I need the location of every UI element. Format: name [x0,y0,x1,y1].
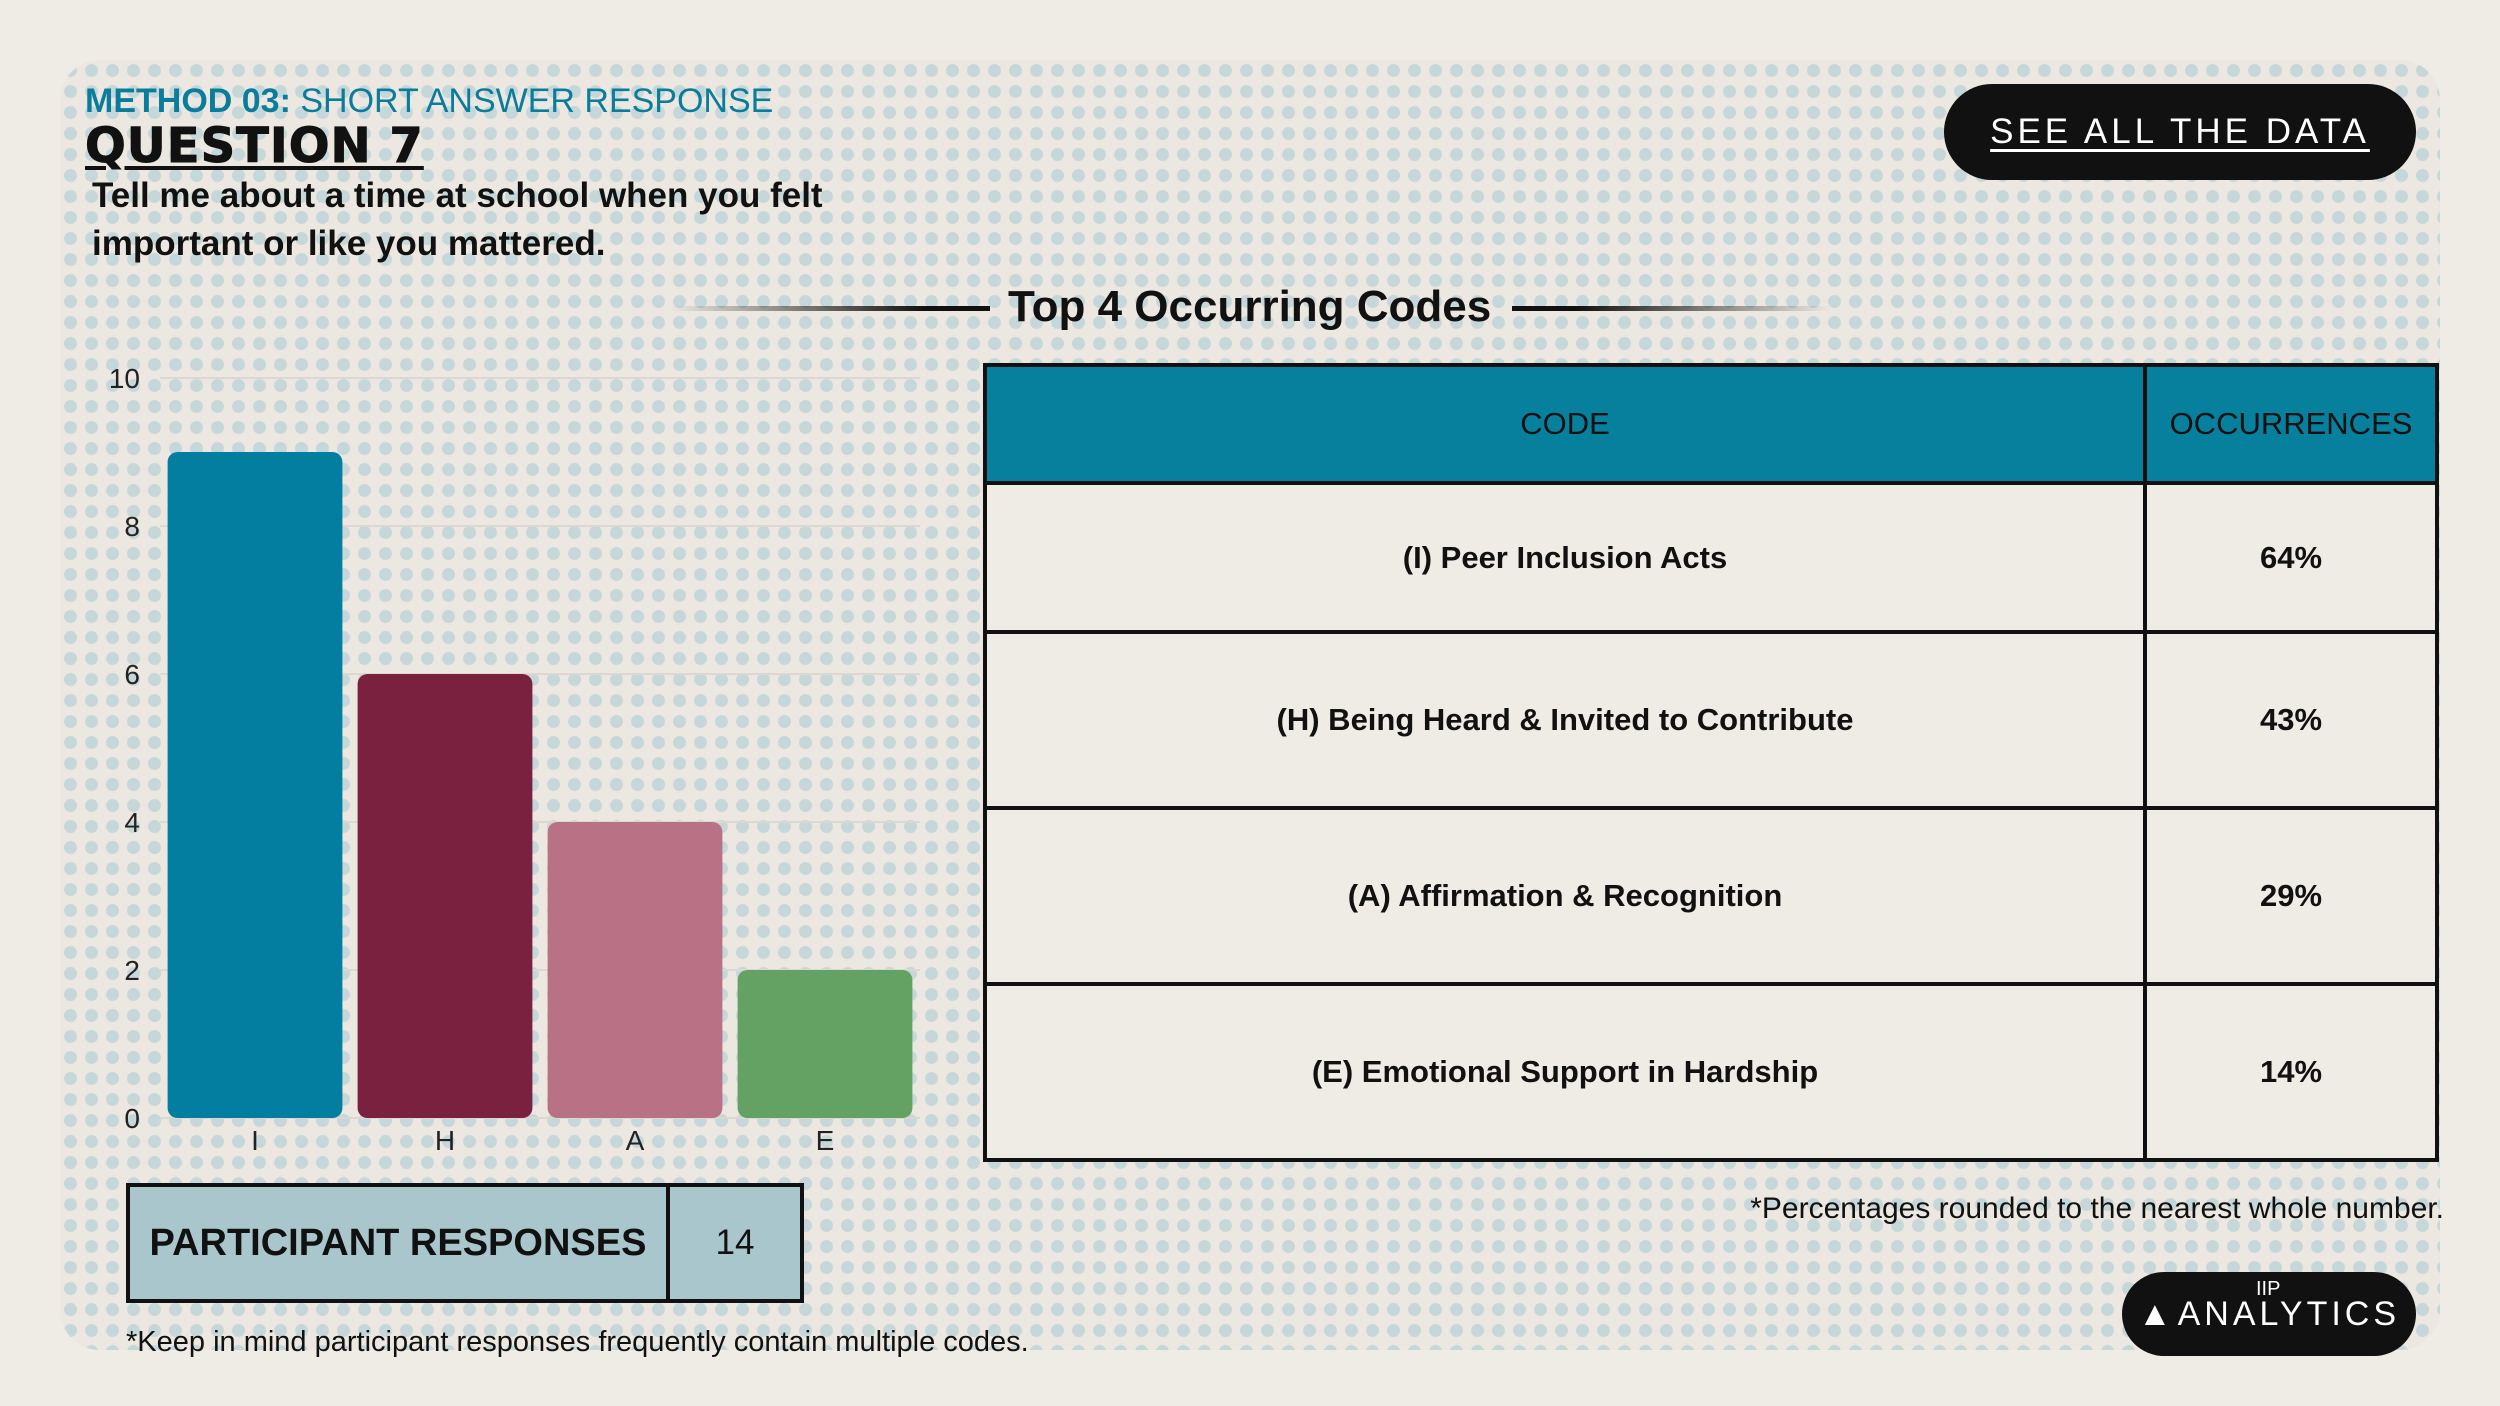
question-title: QUESTION 7 [85,118,424,175]
y-tick-label: 2 [124,955,140,986]
participant-responses-label: PARTICIPANT RESPONSES [130,1187,670,1299]
bar [547,822,723,1118]
code-cell: (A) Affirmation & Recognition [983,806,2147,986]
codes-table: CODE OCCURRENCES (I) Peer Inclusion Acts… [983,363,2439,1162]
multiple-codes-note: *Keep in mind participant responses freq… [126,1326,1029,1358]
logo-text: ANALYTICS [2177,1294,2401,1333]
y-tick-label: 4 [124,807,140,838]
occurrence-cell: 14% [2143,982,2439,1162]
table-row: (E) Emotional Support in Hardship 14% [983,982,2439,1162]
table-header-code: CODE [983,363,2147,485]
x-tick-label: E [816,1125,835,1156]
title-divider-right [1512,306,1832,311]
bar [167,452,343,1118]
bar [737,970,913,1118]
table-row: (A) Affirmation & Recognition 29% [983,806,2439,986]
x-tick-label: A [626,1125,645,1156]
section-title: Top 4 Occurring Codes [1008,282,1492,331]
percentages-note: *Percentages rounded to the nearest whol… [1750,1192,2444,1225]
y-tick-label: 0 [124,1103,140,1134]
bar-chart: 0 2 4 6 8 10 I H A E [109,363,920,1156]
analytics-logo[interactable]: IIP ▲ ANALYTICS [2122,1272,2416,1356]
code-cell: (I) Peer Inclusion Acts [983,481,2147,634]
x-tick-label: H [435,1125,455,1156]
method-label: METHOD 03: SHORT ANSWER RESPONSE [85,82,774,120]
table-row: (I) Peer Inclusion Acts 64% [983,481,2439,634]
occurrence-cell: 64% [2143,481,2439,634]
y-tick-label: 8 [124,511,140,542]
bar [357,674,533,1118]
y-tick-label: 6 [124,659,140,690]
participant-responses-count: 14 [715,1223,755,1262]
x-tick-label: I [251,1125,259,1156]
logo-triangle-icon: ▲ [2137,1294,2176,1333]
question-prompt: Tell me about a time at school when you … [92,176,823,263]
y-tick-label: 10 [109,363,140,394]
table-header-occurrences: OCCURRENCES [2143,363,2439,485]
code-cell: (E) Emotional Support in Hardship [983,982,2147,1162]
table-row: (H) Being Heard & Invited to Contribute … [983,630,2439,810]
code-cell: (H) Being Heard & Invited to Contribute [983,630,2147,810]
see-all-data-button[interactable]: SEE ALL THE DATA [1944,84,2416,180]
participant-responses-box: PARTICIPANT RESPONSES 14 [126,1183,804,1303]
occurrence-cell: 43% [2143,630,2439,810]
occurrence-cell: 29% [2143,806,2439,986]
logo-mark: IIP [2256,1278,2281,1300]
title-divider-left [670,306,990,311]
